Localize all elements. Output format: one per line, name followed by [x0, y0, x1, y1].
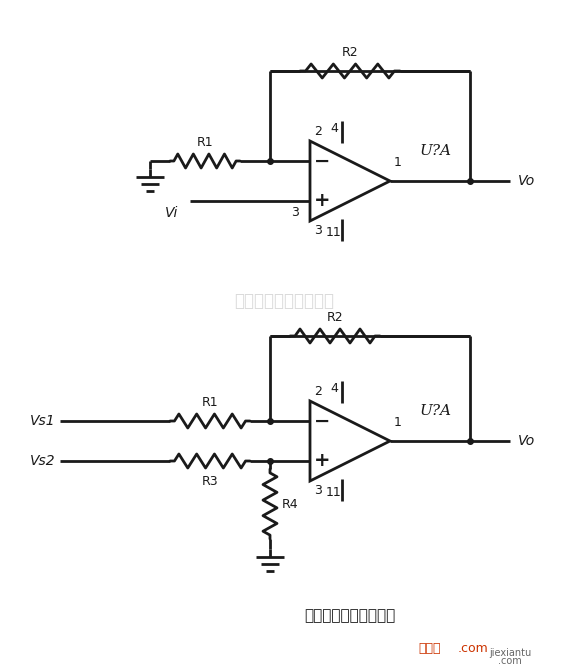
Text: jiexiantu: jiexiantu	[489, 648, 531, 658]
Text: 11: 11	[326, 486, 342, 499]
Text: +: +	[314, 452, 330, 470]
Text: R1: R1	[197, 136, 213, 149]
Text: 2: 2	[314, 125, 322, 138]
Text: −: −	[314, 152, 330, 170]
Text: Vi: Vi	[165, 206, 178, 220]
Text: 4: 4	[330, 123, 338, 136]
Text: Vs1: Vs1	[30, 414, 56, 428]
Text: 11: 11	[326, 227, 342, 240]
Text: 4: 4	[330, 382, 338, 395]
Text: R1: R1	[201, 396, 218, 409]
Text: +: +	[314, 191, 330, 211]
Text: Vo: Vo	[518, 174, 535, 188]
Text: 接线图: 接线图	[419, 643, 441, 656]
Text: 感差放大器一差分输入: 感差放大器一差分输入	[304, 609, 395, 623]
Text: 3: 3	[314, 224, 322, 237]
Text: 杭州将睿科技有限公司: 杭州将睿科技有限公司	[234, 292, 334, 310]
Text: 3: 3	[291, 206, 299, 219]
Text: R2: R2	[327, 311, 343, 324]
Text: R4: R4	[282, 497, 299, 511]
Text: 1: 1	[394, 156, 402, 170]
Text: R3: R3	[201, 475, 218, 488]
Text: Vo: Vo	[518, 434, 535, 448]
Text: 2: 2	[314, 385, 322, 398]
Text: Vs2: Vs2	[30, 454, 56, 468]
Text: −: −	[314, 411, 330, 431]
Text: 3: 3	[314, 484, 322, 497]
Text: .com: .com	[498, 656, 522, 666]
Text: R2: R2	[342, 46, 358, 59]
Text: U?A: U?A	[420, 404, 452, 418]
Text: U?A: U?A	[420, 144, 452, 158]
Text: .com: .com	[458, 643, 489, 656]
Text: 1: 1	[394, 417, 402, 429]
